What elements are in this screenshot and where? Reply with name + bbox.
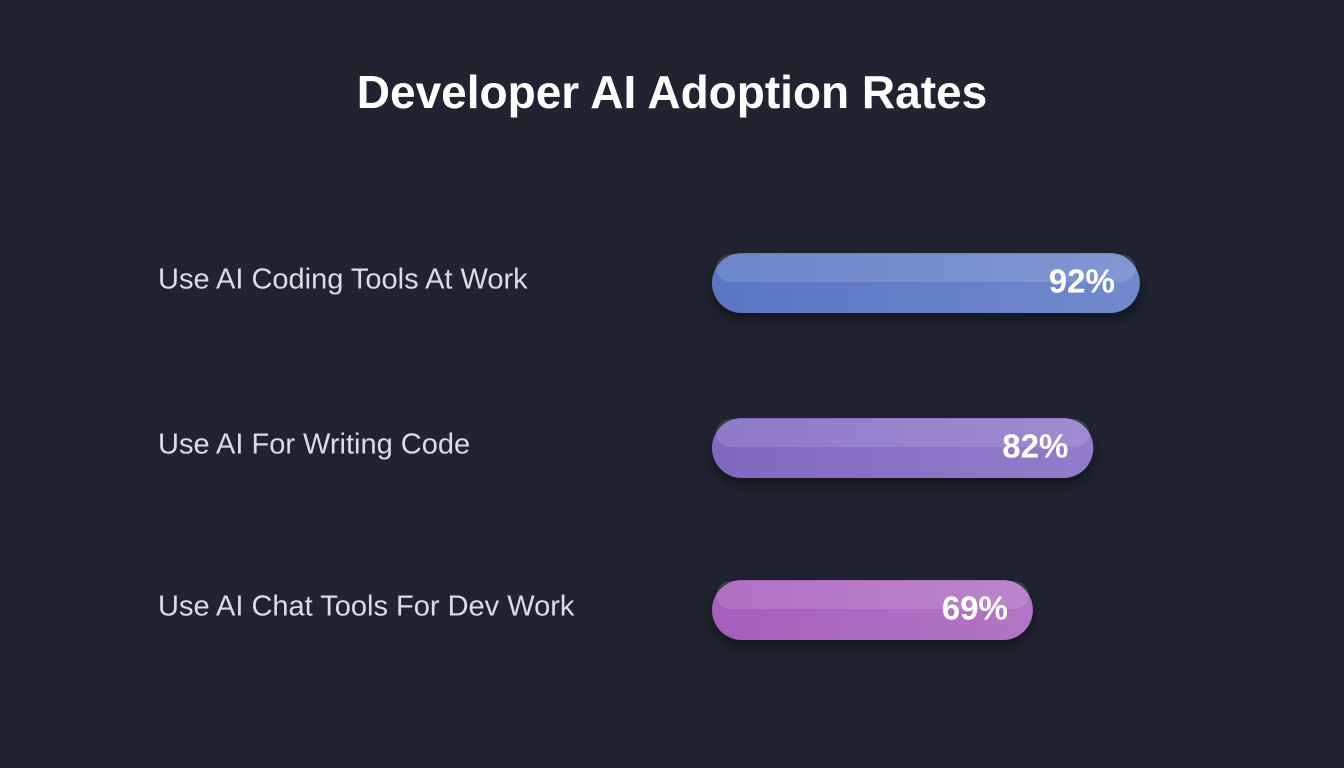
bar-highlight	[716, 581, 1029, 609]
category-label: Use AI For Writing Code	[158, 429, 470, 461]
bar-highlight	[716, 419, 1090, 447]
bar-sheen	[712, 253, 1140, 313]
category-label: Use AI Coding Tools At Work	[158, 264, 528, 296]
bar-group	[712, 580, 1033, 640]
value-label: 69%	[942, 590, 1008, 627]
chart-title: Developer AI Adoption Rates	[357, 66, 987, 118]
bar-sheen	[712, 418, 1094, 478]
bar-highlight	[716, 254, 1136, 282]
value-label: 92%	[1049, 263, 1115, 300]
bar-sheen	[712, 580, 1033, 640]
bar-group	[712, 418, 1094, 478]
bar-group	[712, 253, 1140, 313]
category-label: Use AI Chat Tools For Dev Work	[158, 591, 575, 623]
value-label: 82%	[1002, 428, 1068, 465]
